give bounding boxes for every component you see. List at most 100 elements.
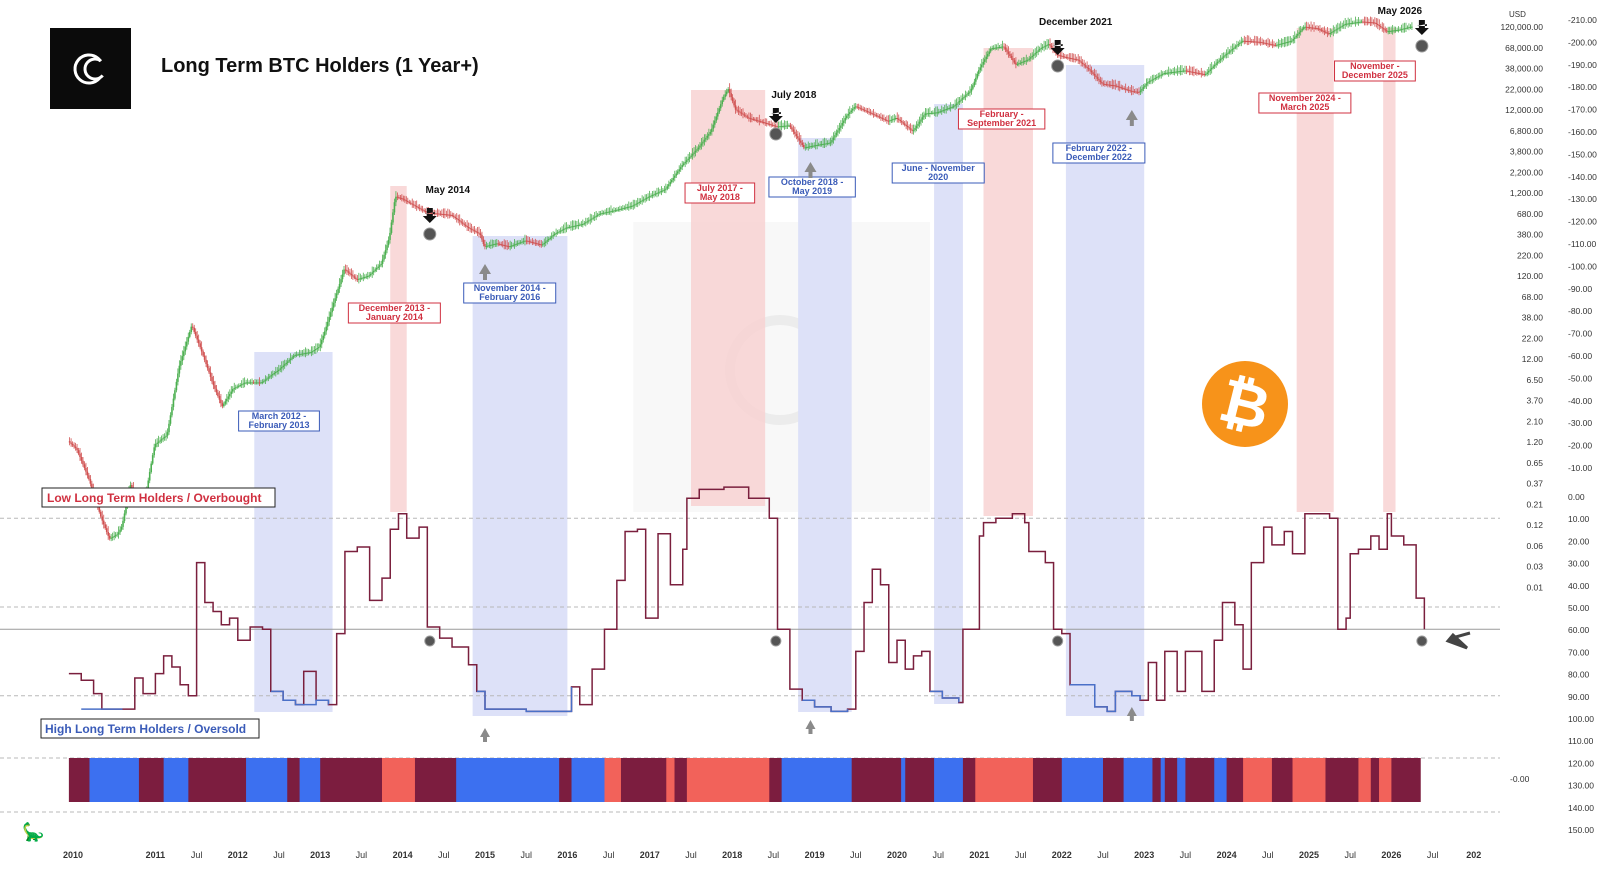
price-candle-body <box>1164 72 1167 74</box>
price-candle-body <box>1403 28 1406 30</box>
price-candle-body <box>274 371 277 373</box>
price-candle-body <box>1034 53 1036 55</box>
x-tick-label: Jul <box>850 850 862 860</box>
x-tick-label: Jul <box>1180 850 1192 860</box>
price-candle-body <box>375 268 378 270</box>
oscillator-tick-label: -130.00 <box>1568 194 1597 204</box>
price-candle-body <box>762 122 765 124</box>
band-label: October 2018 - <box>781 177 844 187</box>
dino-icon[interactable]: 🦕 <box>22 822 45 842</box>
price-candle-body <box>1325 31 1327 33</box>
price-candle-body <box>929 113 931 115</box>
price-candle-body <box>1178 71 1180 73</box>
price-candle-body <box>482 239 485 245</box>
price-candle-body <box>1338 27 1341 29</box>
bar-axis-label: -0.00 <box>1510 774 1530 784</box>
price-candle-body <box>396 196 399 198</box>
price-candle-body <box>409 202 412 204</box>
x-tick-label: 2011 <box>146 850 166 860</box>
price-candle-body <box>1110 84 1112 86</box>
price-candle-body <box>835 132 838 136</box>
oscillator-tick-label: -140.00 <box>1568 172 1597 182</box>
price-candle-body <box>770 124 772 126</box>
price-candle-body <box>187 336 190 342</box>
price-candle-body <box>295 354 298 356</box>
price-candle-body <box>1348 23 1351 25</box>
x-tick-label: Jul <box>1015 850 1027 860</box>
price-candle-body <box>1222 56 1225 58</box>
price-candle-body <box>834 135 836 138</box>
price-candle-body <box>866 111 869 113</box>
regime-segment <box>138 758 165 802</box>
price-candle-body <box>1169 72 1171 74</box>
price-candle-body <box>800 140 802 143</box>
price-candle-body <box>368 275 371 277</box>
price-candle-body <box>1111 85 1114 87</box>
price-candle-body <box>1107 84 1109 86</box>
price-candle-body <box>1156 77 1158 79</box>
price-candle-body <box>412 204 415 206</box>
price-candle-body <box>70 442 72 444</box>
price-candle-body <box>1369 22 1372 24</box>
oscillator-tick-label: 100.00 <box>1568 714 1594 724</box>
price-candle-body <box>1296 33 1299 36</box>
price-candle-body <box>917 123 919 126</box>
price-candle-body <box>86 471 89 476</box>
price-candle-body <box>1400 29 1403 31</box>
price-candle-body <box>1225 53 1228 56</box>
price-tick-label: 3.70 <box>1526 396 1543 406</box>
price-tick-label: 2.10 <box>1526 416 1543 426</box>
price-candle-body <box>381 259 384 264</box>
price-candle-body <box>635 203 638 205</box>
price-candle-body <box>1130 90 1133 92</box>
price-candle-body <box>791 127 793 130</box>
price-candle-body <box>1411 26 1413 28</box>
price-candle-body <box>264 379 267 381</box>
oscillator-tick-label: -190.00 <box>1568 60 1597 70</box>
price-candle-body <box>765 122 768 124</box>
price-candle-body <box>995 47 998 49</box>
price-candle-body <box>1145 83 1148 86</box>
price-candle-body <box>157 441 160 443</box>
price-candle-body <box>1188 71 1191 73</box>
price-candle-body <box>611 210 614 212</box>
event-label: December 2021 <box>1039 17 1113 28</box>
up-arrow-icon <box>479 264 491 280</box>
price-candle-body <box>150 463 152 473</box>
price-candle-body <box>371 272 373 274</box>
price-candle-body <box>1366 21 1369 23</box>
price-candle-body <box>936 112 939 114</box>
price-tick-label: 2,200.00 <box>1510 167 1543 177</box>
price-candle-body <box>702 141 704 144</box>
price-candle-body <box>338 283 341 289</box>
oscillator-tick-label: -30.00 <box>1568 418 1592 428</box>
price-candle-body <box>1381 27 1384 29</box>
price-candle-body <box>82 460 84 465</box>
price-candle-body <box>1332 31 1335 33</box>
price-candle-body <box>527 240 529 242</box>
regime-segment <box>1177 758 1186 802</box>
price-candle-body <box>579 224 581 226</box>
regime-segment <box>414 758 457 802</box>
price-candle-body <box>1035 51 1038 54</box>
x-tick-label: Jul <box>1262 850 1274 860</box>
price-candle-body <box>512 245 514 247</box>
down-arrow-icon <box>1414 20 1429 35</box>
price-candle-body <box>1285 42 1287 44</box>
price-candle-body <box>83 464 86 468</box>
x-tick-label: 2010 <box>63 850 83 860</box>
regime-segment <box>1292 758 1326 802</box>
price-candle-body <box>401 198 403 200</box>
x-tick-label: 2025 <box>1299 850 1319 860</box>
price-candle-body <box>76 447 78 451</box>
price-candle-body <box>329 312 332 318</box>
price-candle-body <box>234 387 237 389</box>
price-candle-body <box>1244 40 1247 42</box>
price-candle-body <box>263 380 265 382</box>
price-candle-body <box>230 391 233 394</box>
x-tick-label: Jul <box>768 850 780 860</box>
price-candle-body <box>1117 86 1120 88</box>
price-candle-body <box>1365 21 1367 23</box>
price-candle-body <box>1068 57 1071 59</box>
price-candle-body <box>887 120 890 122</box>
